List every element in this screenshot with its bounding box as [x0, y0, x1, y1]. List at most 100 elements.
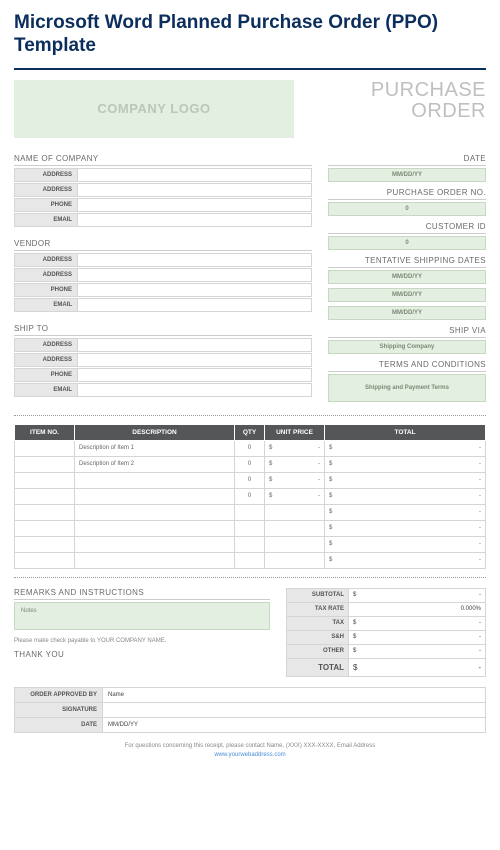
table-row: $-	[15, 536, 486, 552]
table-cell[interactable]: $-	[325, 440, 486, 456]
table-cell[interactable]: Description of Item 2	[75, 456, 235, 472]
field-label: ADDRESS	[14, 353, 78, 367]
field-label: ADDRESS	[14, 168, 78, 182]
table-cell[interactable]	[15, 536, 75, 552]
table-cell[interactable]	[15, 440, 75, 456]
table-cell[interactable]	[15, 552, 75, 568]
totals-label: SUBTOTAL	[287, 588, 349, 602]
field-value[interactable]	[78, 338, 312, 352]
section-vendor: VENDORADDRESSADDRESSPHONEEMAIL	[14, 237, 312, 312]
table-cell[interactable]: $-	[265, 488, 325, 504]
field-value[interactable]	[78, 298, 312, 312]
section-title: VENDOR	[14, 237, 312, 251]
right-value-box[interactable]: MM/DD/YY	[328, 288, 486, 302]
field-row: ADDRESS	[14, 183, 312, 197]
totals-row: TOTAL$-	[287, 658, 486, 676]
right-value-box[interactable]: MM/DD/YY	[328, 270, 486, 284]
table-cell[interactable]	[15, 472, 75, 488]
field-value[interactable]	[78, 253, 312, 267]
table-cell[interactable]: $-	[265, 440, 325, 456]
table-cell[interactable]: 0	[235, 440, 265, 456]
table-cell[interactable]: Description of Item 1	[75, 440, 235, 456]
table-cell[interactable]	[235, 552, 265, 568]
field-value[interactable]	[78, 368, 312, 382]
page-title: Microsoft Word Planned Purchase Order (P…	[14, 12, 486, 58]
field-value[interactable]	[78, 283, 312, 297]
table-cell[interactable]: $-	[325, 504, 486, 520]
left-column: NAME OF COMPANYADDRESSADDRESSPHONEEMAIL V…	[14, 152, 312, 407]
approval-value[interactable]: MM/DD/YY	[103, 717, 486, 732]
table-cell[interactable]: $-	[265, 472, 325, 488]
right-section-title: SHIP VIA	[328, 324, 486, 338]
thank-you: THANK YOU	[14, 650, 270, 659]
items-header: TOTAL	[325, 424, 486, 440]
table-cell[interactable]	[265, 552, 325, 568]
totals-label: TOTAL	[287, 658, 349, 676]
field-value[interactable]	[78, 168, 312, 182]
right-value-box[interactable]: MM/DD/YY	[328, 306, 486, 320]
table-cell[interactable]	[15, 488, 75, 504]
table-cell[interactable]: 0	[235, 488, 265, 504]
field-row: ADDRESS	[14, 168, 312, 182]
field-label: EMAIL	[14, 213, 78, 227]
table-cell[interactable]	[15, 520, 75, 536]
table-cell[interactable]	[235, 504, 265, 520]
table-cell[interactable]	[75, 488, 235, 504]
po-heading-line1: PURCHASE	[371, 79, 486, 101]
right-value-box[interactable]: MM/DD/YY	[328, 168, 486, 182]
table-cell[interactable]	[265, 520, 325, 536]
field-value[interactable]	[78, 353, 312, 367]
totals-table: SUBTOTAL$-TAX RATE0.000%TAX$-S&H$-OTHER$…	[286, 588, 486, 677]
table-cell[interactable]	[265, 504, 325, 520]
field-row: PHONE	[14, 198, 312, 212]
field-value[interactable]	[78, 198, 312, 212]
table-cell[interactable]	[15, 456, 75, 472]
right-value-box[interactable]: 0	[328, 202, 486, 216]
field-value[interactable]	[78, 213, 312, 227]
table-cell[interactable]: 0	[235, 472, 265, 488]
table-row: $-	[15, 504, 486, 520]
right-value-box[interactable]: Shipping and Payment Terms	[328, 374, 486, 402]
table-cell[interactable]: 0	[235, 456, 265, 472]
field-label: PHONE	[14, 283, 78, 297]
field-value[interactable]	[78, 383, 312, 397]
footer-link[interactable]: www.yourwebaddress.com	[14, 752, 486, 758]
table-cell[interactable]	[75, 472, 235, 488]
totals-value: $-	[349, 588, 486, 602]
totals-value: $-	[349, 658, 486, 676]
table-cell[interactable]: $-	[325, 520, 486, 536]
table-cell[interactable]: $-	[265, 456, 325, 472]
approval-value[interactable]	[103, 702, 486, 717]
section-title: SHIP TO	[14, 322, 312, 336]
table-cell[interactable]: $-	[325, 488, 486, 504]
totals-label: TAX RATE	[287, 602, 349, 616]
field-label: PHONE	[14, 368, 78, 382]
approval-label: ORDER APPROVED BY	[15, 687, 103, 702]
field-row: ADDRESS	[14, 253, 312, 267]
items-header: DESCRIPTION	[75, 424, 235, 440]
totals-label: OTHER	[287, 644, 349, 658]
table-cell[interactable]	[265, 536, 325, 552]
table-cell[interactable]: $-	[325, 456, 486, 472]
table-cell[interactable]	[75, 552, 235, 568]
table-cell[interactable]	[15, 504, 75, 520]
table-cell[interactable]: $-	[325, 552, 486, 568]
table-cell[interactable]	[235, 536, 265, 552]
items-header: UNIT PRICE	[265, 424, 325, 440]
table-cell[interactable]	[235, 520, 265, 536]
approval-value[interactable]: Name	[103, 687, 486, 702]
right-value-box[interactable]: 0	[328, 236, 486, 250]
totals-row: SUBTOTAL$-	[287, 588, 486, 602]
field-row: PHONE	[14, 283, 312, 297]
field-row: EMAIL	[14, 383, 312, 397]
field-value[interactable]	[78, 268, 312, 282]
table-cell[interactable]	[75, 536, 235, 552]
field-value[interactable]	[78, 183, 312, 197]
table-cell[interactable]: $-	[325, 472, 486, 488]
remarks-column: REMARKS AND INSTRUCTIONS Notes Please ma…	[14, 588, 270, 677]
table-cell[interactable]: $-	[325, 536, 486, 552]
section-name-of-company: NAME OF COMPANYADDRESSADDRESSPHONEEMAIL	[14, 152, 312, 227]
right-value-box[interactable]: Shipping Company	[328, 340, 486, 354]
table-cell[interactable]	[75, 504, 235, 520]
table-cell[interactable]	[75, 520, 235, 536]
